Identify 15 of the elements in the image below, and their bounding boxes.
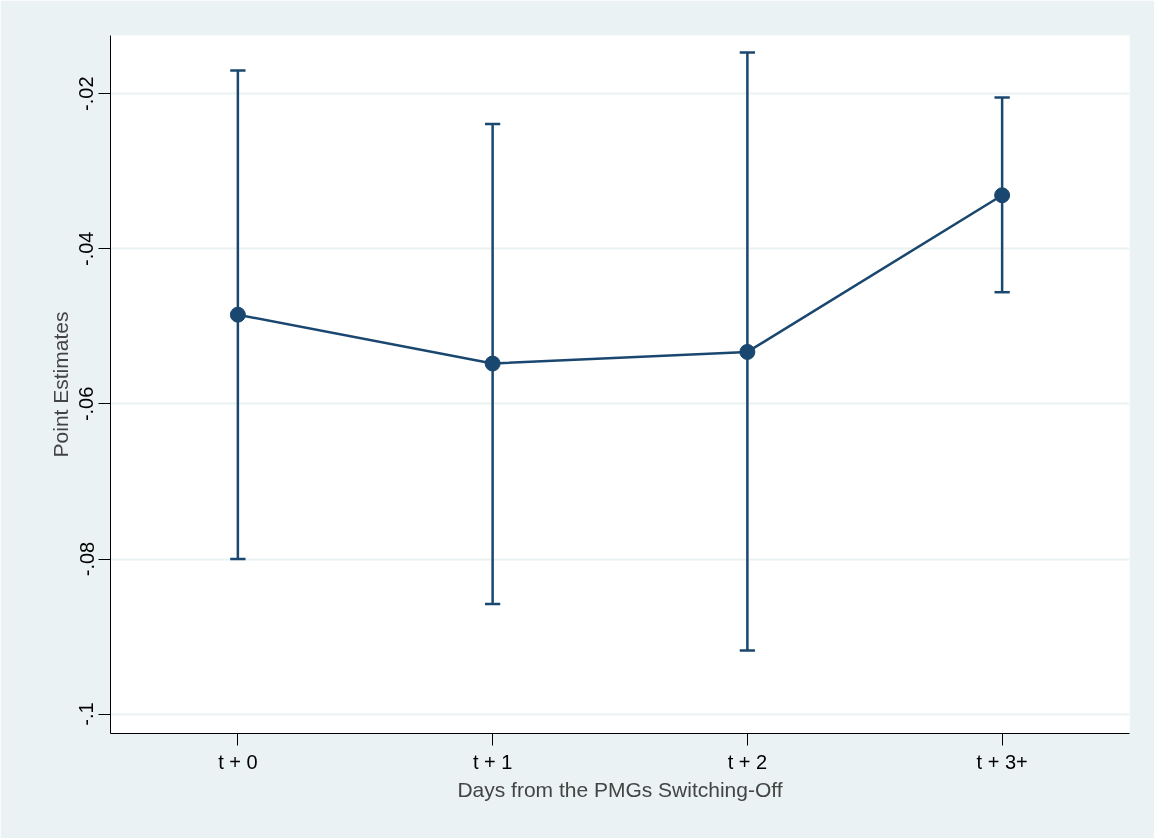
- point: [229, 306, 246, 323]
- x-tick-label: t + 1: [472, 750, 513, 773]
- x-axis-title: Days from the PMGs Switching-Off: [457, 777, 783, 801]
- x-tick-label: t + 3+: [976, 750, 1028, 773]
- x-tick-label: t + 2: [727, 750, 768, 773]
- y-tick-label: -.04: [75, 231, 98, 267]
- x-tick-label: t + 0: [218, 750, 258, 773]
- y-axis-title: Point Estimates: [48, 311, 72, 458]
- y-tick-label: -.08: [75, 541, 98, 577]
- y-tick-label: -.1: [75, 702, 98, 726]
- point: [994, 187, 1011, 204]
- y-tick-label: -.06: [75, 386, 98, 422]
- point: [739, 343, 756, 360]
- y-tick-label: -.02: [75, 76, 98, 111]
- point: [484, 355, 501, 372]
